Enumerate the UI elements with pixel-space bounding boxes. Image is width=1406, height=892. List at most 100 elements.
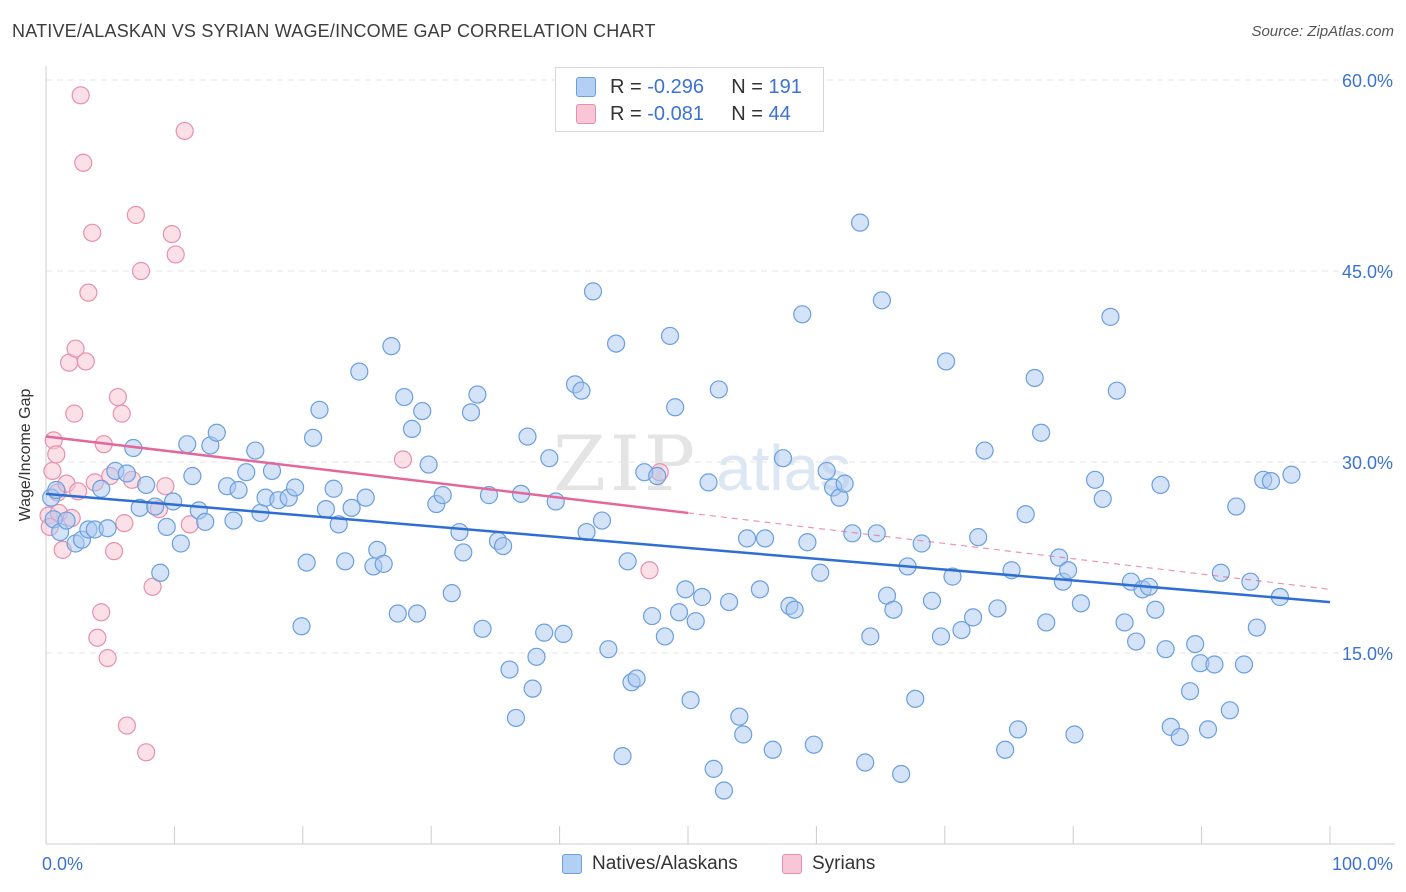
syrian-point <box>66 339 85 358</box>
native-point <box>1071 594 1091 613</box>
native-point <box>246 441 265 460</box>
native-point <box>835 474 854 493</box>
native-point <box>382 337 401 356</box>
legend-n-label: N = <box>731 102 763 125</box>
native-point <box>996 740 1015 759</box>
syrian-point <box>640 561 659 580</box>
native-point <box>1170 727 1189 747</box>
syrian-point <box>393 450 413 469</box>
native-point <box>1151 475 1170 495</box>
native-point <box>413 401 432 421</box>
y-tick-label: 45.0% <box>1342 262 1393 282</box>
legend-row-natives: R = -0.296 N = 191 <box>576 74 802 100</box>
native-point <box>1247 618 1266 637</box>
native-point <box>798 533 817 552</box>
native-point <box>468 385 487 404</box>
bottom-legend-label-natives: Natives/Alaskans <box>592 853 738 874</box>
native-point <box>906 689 925 708</box>
native-point <box>117 464 136 483</box>
syrian-point <box>166 245 185 264</box>
legend-swatch-syrians <box>576 104 596 124</box>
native-point <box>884 600 903 619</box>
native-point <box>1049 548 1069 567</box>
native-point <box>1198 720 1218 739</box>
native-point <box>699 473 718 492</box>
native-point <box>750 580 770 599</box>
native-point <box>407 604 427 623</box>
native-point <box>98 519 117 538</box>
syrian-trend-extension <box>687 512 1331 590</box>
native-point <box>303 428 323 447</box>
native-point <box>473 619 492 638</box>
native-point <box>297 553 316 572</box>
native-point <box>755 529 775 548</box>
native-point <box>1180 682 1200 701</box>
native-point <box>676 580 695 599</box>
syrian-point <box>162 224 181 244</box>
chart-title: NATIVE/ALASKAN VS SYRIAN WAGE/INCOME GAP… <box>12 21 656 41</box>
native-point <box>872 291 891 310</box>
native-point <box>171 534 190 553</box>
legend-r-syrians: -0.081 <box>647 102 704 125</box>
native-point <box>527 647 546 666</box>
syrian-point <box>156 477 175 496</box>
native-point <box>450 522 469 542</box>
native-point <box>655 627 674 646</box>
native-point <box>952 620 971 640</box>
legend-r-label: R = <box>610 102 642 125</box>
native-point <box>669 603 689 622</box>
bottom-legend-syrians: Syrians <box>782 852 875 876</box>
syrian-point <box>65 404 84 423</box>
native-point <box>666 398 685 417</box>
native-point <box>356 488 375 507</box>
native-point <box>704 759 723 778</box>
syrian-trend-line <box>45 435 689 515</box>
native-point <box>975 441 994 460</box>
native-point <box>606 334 626 353</box>
native-point <box>1008 720 1028 739</box>
native-point <box>1065 725 1084 744</box>
legend-n-syrians: 44 <box>768 102 791 125</box>
bottom-legend-swatch-syrians <box>782 854 802 874</box>
native-point <box>1107 381 1126 400</box>
native-point <box>183 466 202 486</box>
native-point <box>1211 563 1230 582</box>
native-point <box>1205 655 1224 674</box>
native-point <box>693 587 712 607</box>
gridlines <box>46 79 1395 654</box>
native-point <box>599 640 618 659</box>
native-point <box>1186 634 1205 654</box>
syrian-point <box>47 445 66 464</box>
y-tick-label: 30.0% <box>1342 453 1393 473</box>
syrian-point <box>108 387 128 407</box>
native-point <box>763 740 782 759</box>
native-point <box>1115 613 1134 632</box>
native-point <box>1058 561 1078 580</box>
native-point <box>1031 423 1051 442</box>
native-point <box>843 524 862 543</box>
native-point <box>433 486 452 505</box>
native-point <box>500 660 519 679</box>
bottom-legend-swatch-natives <box>562 854 582 874</box>
native-point <box>817 461 836 481</box>
native-point <box>1025 368 1044 388</box>
syrian-point <box>88 628 107 647</box>
native-point <box>461 403 481 422</box>
native-point <box>237 463 256 482</box>
native-point <box>92 479 111 498</box>
native-point <box>1016 505 1035 524</box>
native-point <box>540 449 559 468</box>
native-point <box>709 380 728 399</box>
native-point <box>374 554 393 573</box>
native-point <box>804 735 823 754</box>
syrian-point <box>83 223 102 242</box>
native-point <box>523 679 542 698</box>
native-point <box>419 455 438 474</box>
native-point <box>1093 489 1112 509</box>
native-point <box>969 528 988 547</box>
native-point <box>642 606 662 626</box>
native-point <box>350 362 369 381</box>
syrian-point <box>74 153 93 172</box>
native-point <box>714 781 734 800</box>
syrian-point <box>137 743 156 762</box>
